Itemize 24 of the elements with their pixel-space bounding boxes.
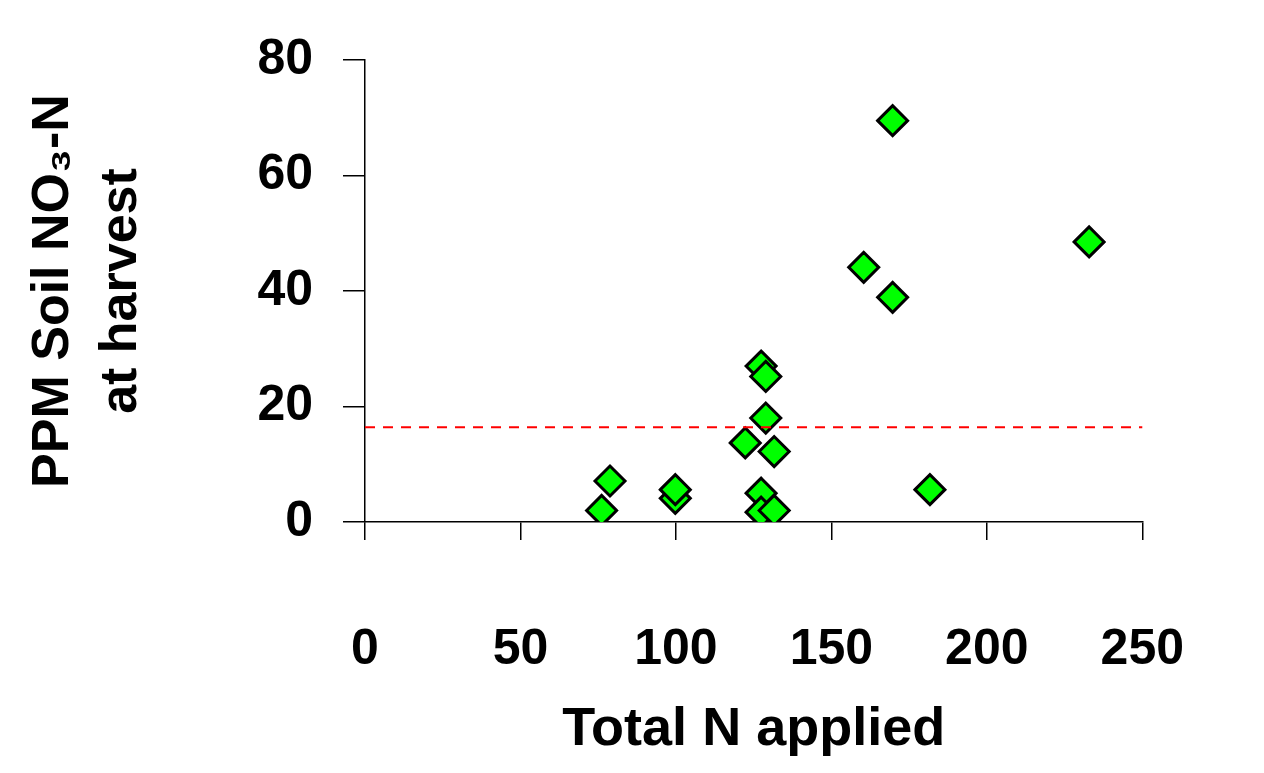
point (757, 435, 791, 469)
point (876, 280, 910, 314)
point (749, 359, 783, 393)
y-tick-label: 60 (257, 144, 313, 201)
x-tick-label: 150 (789, 618, 874, 675)
x-tick-label: 0 (351, 618, 379, 675)
point (728, 426, 762, 460)
y-tick-label: 40 (257, 259, 313, 316)
x-tick-label: 200 (945, 618, 1029, 675)
x-tick-label: 250 (1100, 618, 1185, 675)
point (593, 464, 627, 498)
point (847, 250, 881, 284)
y-tick-label: 80 (257, 28, 313, 85)
y-axis-title: PPM Soil NO₃-N at harvest (21, 94, 147, 488)
point (658, 473, 692, 507)
y-tick-label: 20 (257, 375, 313, 432)
point (913, 473, 947, 507)
x-axis-title: Total N applied (562, 696, 946, 757)
x-tick-label: 50 (492, 618, 549, 675)
y-tick-label: 0 (285, 490, 313, 547)
x-tick-label: 100 (634, 618, 718, 675)
point (1072, 225, 1106, 259)
point (876, 104, 910, 138)
point (749, 401, 783, 435)
